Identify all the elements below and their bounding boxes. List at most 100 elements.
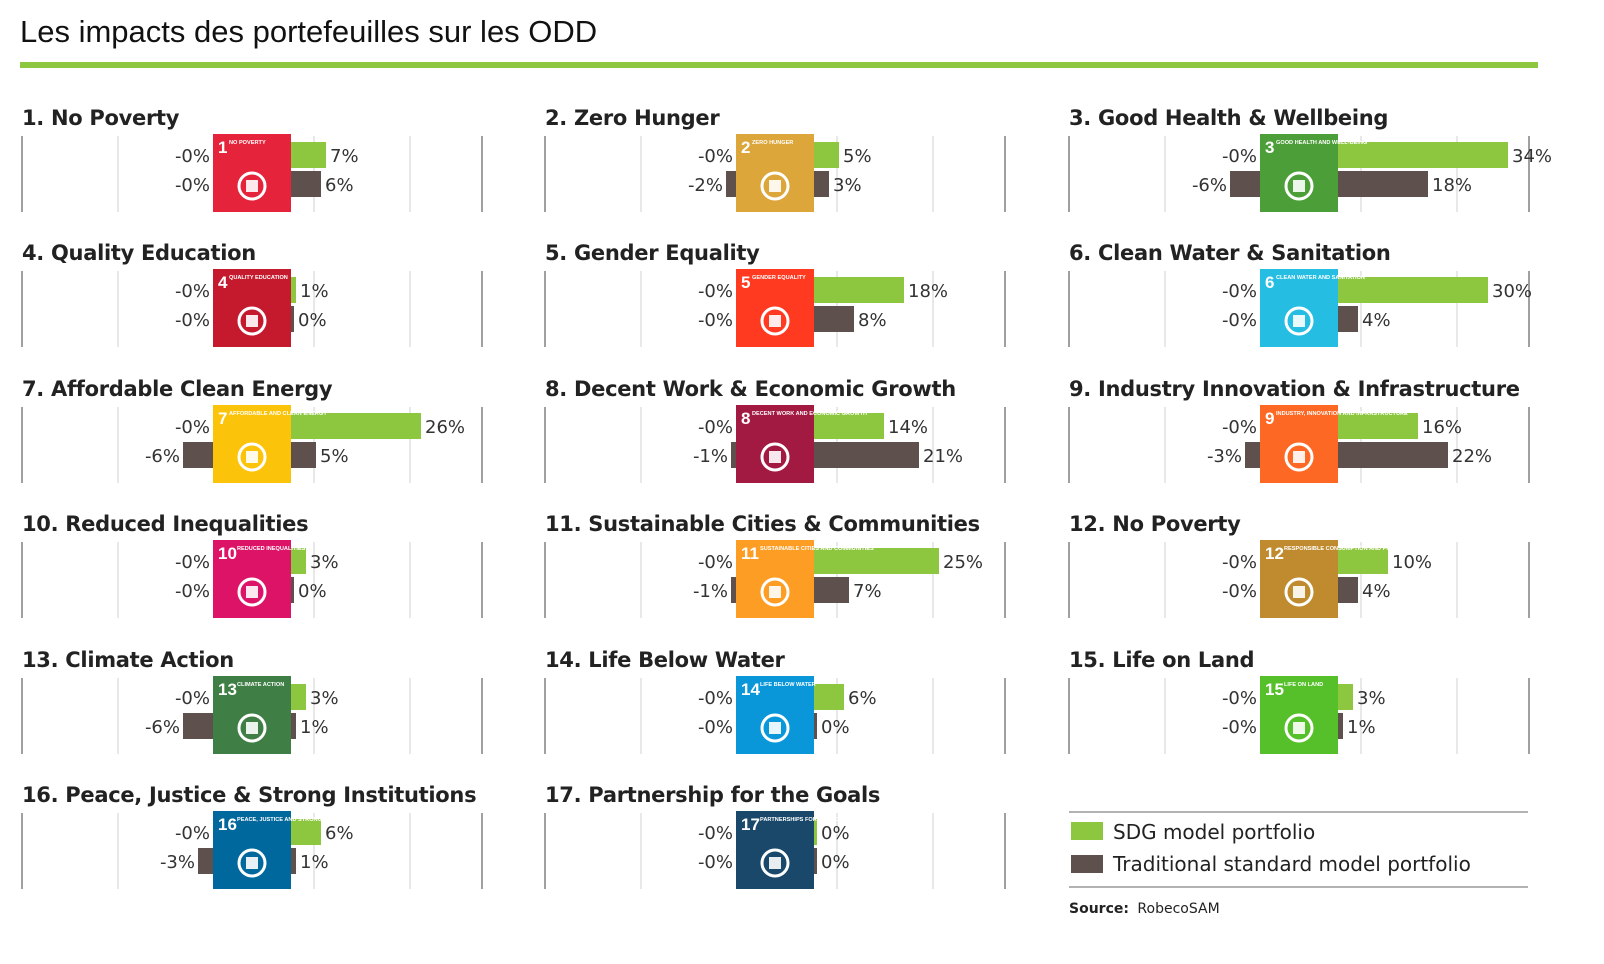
bar-sdg-positive [291, 413, 421, 439]
tile-label: GENDER EQUALITY [752, 275, 806, 281]
sdg-9-industry-icon: 9 INDUSTRY, INNOVATION AND INFRASTRUCTURE [1260, 405, 1408, 483]
panel-title: 12. No Poverty [1069, 512, 1241, 536]
sdg-7-affordable-energy-icon: 7 AFFORDABLE AND CLEAN ENERGY [213, 405, 327, 483]
value-label-sdg-positive: 0% [821, 823, 850, 844]
panel-title: 10. Reduced Inequalities [22, 512, 308, 536]
value-label-sdg-negative: -0% [698, 823, 733, 844]
value-label-sdg-negative: -0% [1222, 688, 1257, 709]
panel-title: 6. Clean Water & Sanitation [1069, 241, 1391, 265]
tile-label: QUALITY EDUCATION [229, 275, 288, 281]
tile-number: 6 [1265, 273, 1274, 292]
legend-label-traditional: Traditional standard model portfolio [1112, 852, 1471, 876]
bar-traditional-positive [291, 442, 316, 468]
panel-sdg-16: 16. Peace, Justice & Strong Institutions… [21, 783, 483, 889]
title-rule [20, 62, 1538, 68]
value-label-traditional-negative: -0% [1222, 581, 1257, 602]
sdg-12-responsible-consumption-icon: 12 RESPONSIBLE CONSUMPTION AND PRODUCTION [1260, 540, 1420, 618]
tile-number: 16 [218, 815, 237, 834]
bar-traditional-negative [1230, 171, 1260, 197]
bar-traditional-positive [291, 306, 294, 332]
tile-number: 3 [1265, 138, 1274, 157]
value-label-sdg-negative: -0% [698, 417, 733, 438]
tile-label: CLIMATE ACTION [237, 682, 284, 688]
value-label-traditional-positive: 18% [1432, 175, 1472, 196]
panel-sdg-17: 17. Partnership for the Goals0%-0%0%-0%1… [544, 783, 1006, 889]
value-label-traditional-positive: 1% [300, 717, 329, 738]
sdg-14-life-below-water-icon: 14 LIFE BELOW WATER [736, 676, 816, 754]
value-label-sdg-negative: -0% [698, 281, 733, 302]
bar-sdg-positive [1338, 277, 1488, 303]
panel-sdg-2: 2. Zero Hunger 5% -0% 3% -2% 2 ZERO HUNGER [544, 106, 1006, 212]
value-label-sdg-negative: -0% [698, 146, 733, 167]
bar-traditional-negative [731, 442, 736, 468]
tile-label: GOOD HEALTH AND WELL-BEING [1276, 140, 1367, 146]
bar-traditional-positive [1338, 713, 1343, 739]
value-label-sdg-positive: 5% [843, 146, 872, 167]
bar-traditional-negative [731, 577, 736, 603]
value-label-sdg-negative: -0% [1222, 417, 1257, 438]
bar-sdg-positive [814, 413, 884, 439]
value-label-sdg-positive: 10% [1392, 552, 1432, 573]
value-label-traditional-negative: -6% [145, 717, 180, 738]
value-label-sdg-positive: 14% [888, 417, 928, 438]
panel-sdg-3: 3. Good Health & Wellbeing 34% -0% 18% -6% 3 G… [1068, 106, 1552, 212]
value-label-sdg-negative: -0% [1222, 146, 1257, 167]
value-label-traditional-negative: -2% [688, 175, 723, 196]
source-value: RobecoSAM [1137, 901, 1219, 917]
value-label-traditional-positive: 7% [853, 581, 882, 602]
tile-number: 11 [741, 544, 759, 563]
tile-label: DECENT WORK AND ECONOMIC GROWTH [752, 411, 867, 417]
value-label-traditional-positive: 5% [320, 446, 349, 467]
bar-sdg-positive [1338, 548, 1388, 574]
value-label-sdg-positive: 3% [1357, 688, 1386, 709]
tile-number: 5 [741, 273, 750, 292]
panel-title: 17. Partnership for the Goals [545, 783, 880, 807]
bar-traditional-positive [291, 713, 296, 739]
bar-sdg-positive [1338, 142, 1508, 168]
tile-label: SUSTAINABLE CITIES AND COMMUNITIES [760, 546, 874, 552]
value-label-traditional-negative: -0% [698, 310, 733, 331]
tile-number: 17 [741, 815, 760, 834]
bar-traditional-negative [198, 848, 213, 874]
bar-traditional-positive [814, 577, 849, 603]
value-label-traditional-negative: -0% [698, 852, 733, 873]
tile-label: PEACE, JUSTICE AND STRONG INSTITUTIONS [237, 817, 363, 823]
bar-sdg-positive [291, 277, 296, 303]
value-label-traditional-positive: 22% [1452, 446, 1492, 467]
bar-traditional-negative [726, 171, 736, 197]
sdg-13-climate-action-icon: 13 CLIMATE ACTION [213, 676, 291, 754]
panel-title: 1. No Poverty [22, 106, 180, 130]
tile-label: CLEAN WATER AND SANITATION [1276, 275, 1365, 281]
panel-title: 4. Quality Education [22, 241, 256, 265]
panel-sdg-13: 13. Climate Action 3% -0% 1% -6% 13 CLIMATE AC… [21, 648, 483, 754]
bar-traditional-positive [291, 171, 321, 197]
value-label-traditional-positive: 6% [325, 175, 354, 196]
bar-sdg-positive [1338, 684, 1353, 710]
panel-title: 13. Climate Action [22, 648, 234, 672]
tile-number: 4 [218, 273, 228, 292]
tile-number: 14 [741, 680, 760, 699]
value-label-traditional-negative: -0% [1222, 717, 1257, 738]
bar-traditional-positive [1338, 577, 1358, 603]
panel-sdg-7: 7. Affordable Clean Energy 26% -0% 5% -6% 7 AF… [21, 377, 483, 483]
value-label-traditional-negative: -6% [145, 446, 180, 467]
panel-title: 5. Gender Equality [545, 241, 760, 265]
value-label-traditional-negative: -0% [175, 310, 210, 331]
sdg-1-no-poverty-icon: 1 NO POVERTY [213, 134, 291, 212]
bar-sdg-positive [814, 142, 839, 168]
value-label-traditional-negative: -0% [1222, 310, 1257, 331]
value-label-traditional-negative: -0% [698, 717, 733, 738]
tile-number: 13 [218, 680, 237, 699]
sdg-11-sustainable-cities-icon: 11 SUSTAINABLE CITIES AND COMMUNITIES [736, 540, 874, 618]
tile-number: 10 [218, 544, 237, 563]
tile-label: AFFORDABLE AND CLEAN ENERGY [229, 411, 327, 417]
tile-label: RESPONSIBLE CONSUMPTION AND PRODUCTION [1284, 546, 1420, 552]
panel-title: 7. Affordable Clean Energy [22, 377, 333, 401]
sdg-5-gender-equality-icon: 5 GENDER EQUALITY [736, 269, 814, 347]
bar-traditional-positive [1338, 442, 1448, 468]
value-label-traditional-positive: 0% [298, 581, 327, 602]
value-label-sdg-positive: 16% [1422, 417, 1462, 438]
tile-number: 15 [1265, 680, 1284, 699]
